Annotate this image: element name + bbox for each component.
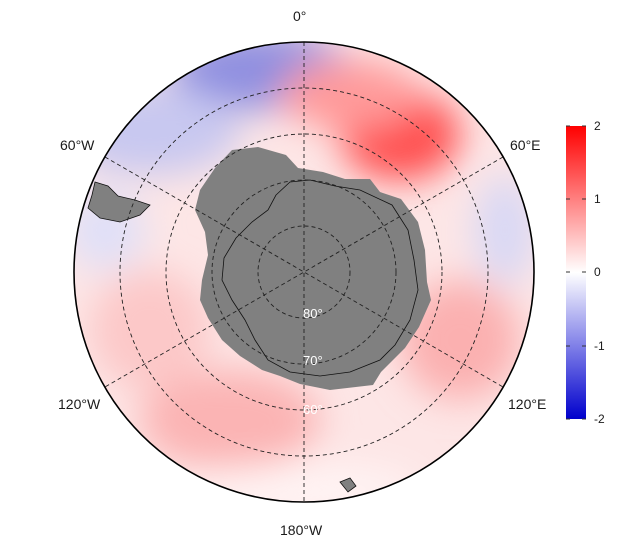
- colorbar-tick-neg2: -2: [594, 412, 605, 426]
- map-boundary: [73, 41, 535, 503]
- graticule: [104, 42, 504, 502]
- label-lat-60: 60°: [303, 402, 323, 417]
- label-lat-80: 80°: [303, 306, 323, 321]
- label-lat-70: 70°: [303, 353, 323, 368]
- label-lon-180: 180°W: [280, 522, 323, 538]
- colorbar-ticks: [566, 125, 586, 420]
- colorbar: [566, 126, 586, 419]
- label-lon-120e: 120°E: [508, 396, 547, 412]
- south-america-tip: [87, 181, 151, 223]
- coastline: [221, 179, 419, 377]
- label-lon-0: 0°: [293, 8, 307, 24]
- label-lon-120w: 120°W: [58, 396, 101, 412]
- colorbar-tick-2: 2: [594, 119, 601, 133]
- antarctica-landmass: [195, 147, 431, 390]
- colorbar-tick-0: 0: [594, 265, 601, 279]
- colorbar-tick-neg1: -1: [594, 339, 605, 353]
- colorbar-tick-1: 1: [594, 192, 601, 206]
- label-lon-60e: 60°E: [510, 137, 541, 153]
- label-lon-60w: 60°W: [60, 137, 95, 153]
- small-island: [339, 477, 357, 493]
